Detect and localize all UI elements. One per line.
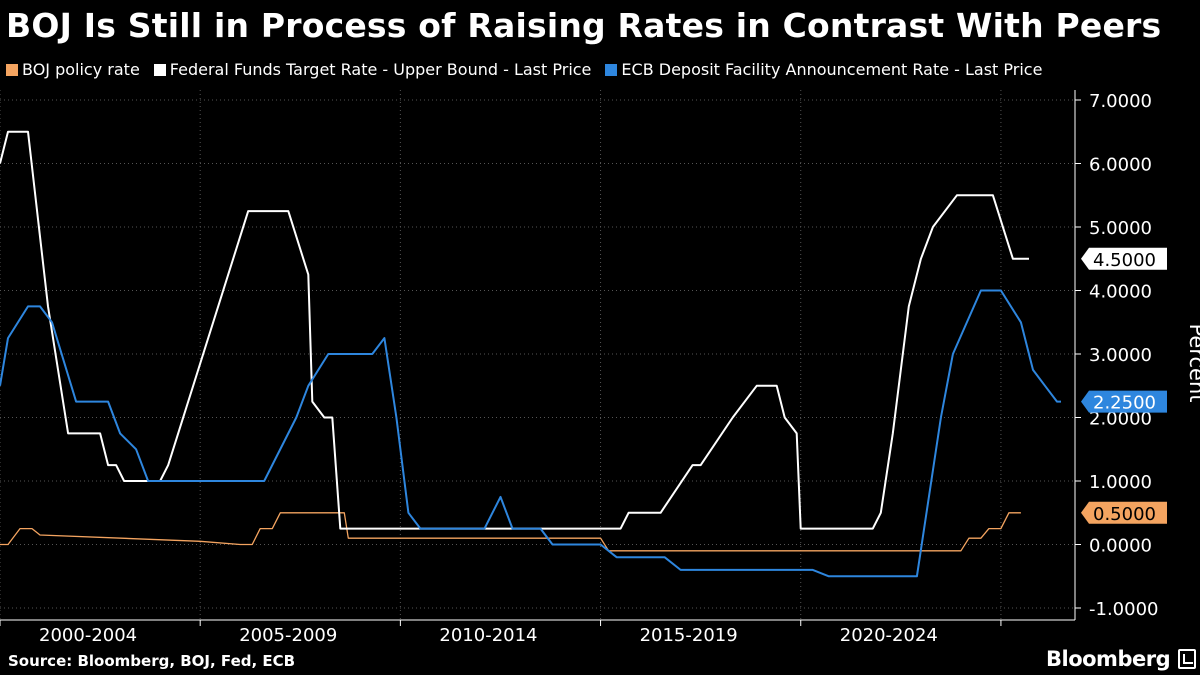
x-tick-label: 2020-2024 <box>840 625 938 646</box>
y-tick-label: 3.0000 <box>1089 345 1152 366</box>
y-tick-label: 5.0000 <box>1089 218 1152 239</box>
legend-swatch-ecb <box>605 63 618 76</box>
y-tick-label: 6.0000 <box>1089 155 1152 176</box>
fed-last-value-label-box <box>1081 247 1167 270</box>
fed-funds-line <box>0 130 1029 530</box>
brand-name: Bloomberg <box>1046 647 1171 671</box>
legend-swatch-fed <box>153 63 166 76</box>
legend-label-ecb: ECB Deposit Facility Announcement Rate -… <box>621 60 1043 79</box>
legend-label-fed: Federal Funds Target Rate - Upper Bound … <box>169 60 592 79</box>
brand-logo: Bloomberg <box>1046 647 1197 671</box>
legend-label-boj: BOJ policy rate <box>22 60 140 79</box>
x-tick-label: 2015-2019 <box>640 625 738 646</box>
boj-last-value-label: 0.5000 <box>1093 504 1156 525</box>
source-note: Source: Bloomberg, BOJ, Fed, ECB <box>8 652 296 670</box>
legend-item-fed: Federal Funds Target Rate - Upper Bound … <box>153 60 592 79</box>
x-tick-label: 2000-2004 <box>39 625 137 646</box>
boj-policy-rate-line <box>0 512 1021 552</box>
y-tick-label: 2.0000 <box>1089 409 1152 430</box>
y-tick-label: 7.0000 <box>1089 91 1152 112</box>
chart-title: BOJ Is Still in Process of Raising Rates… <box>6 6 1162 45</box>
boj-last-value-label-box <box>1081 501 1167 524</box>
terminal-icon <box>1178 649 1197 669</box>
y-tick-label: 1.0000 <box>1089 472 1152 493</box>
y-tick-label: 4.0000 <box>1089 282 1152 303</box>
ecb-deposit-line <box>0 289 1061 578</box>
legend-item-boj: BOJ policy rate <box>6 60 140 79</box>
legend-item-ecb: ECB Deposit Facility Announcement Rate -… <box>605 60 1042 79</box>
ecb-last-value-label: 2.2500 <box>1093 393 1156 414</box>
x-tick-label: 2010-2014 <box>439 625 537 646</box>
y-tick-label: 0.0000 <box>1089 536 1152 557</box>
ecb-last-value-label-box <box>1081 390 1167 413</box>
y-axis-title: Percent <box>1185 323 1200 402</box>
y-tick-label: -1.0000 <box>1089 599 1158 620</box>
fed-last-value-label: 4.5000 <box>1093 250 1156 271</box>
legend: BOJ policy rate Federal Funds Target Rat… <box>6 60 1042 79</box>
legend-swatch-boj <box>6 63 18 76</box>
x-tick-label: 2005-2009 <box>239 625 337 646</box>
